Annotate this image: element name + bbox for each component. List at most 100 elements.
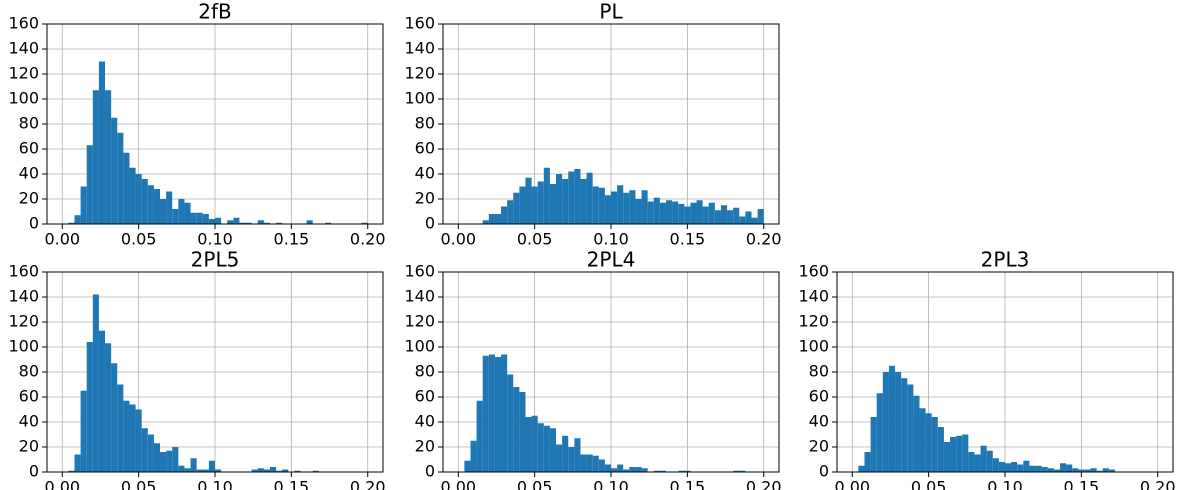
bar [592, 455, 599, 472]
y-tick-label: 140 [8, 39, 39, 58]
bar [190, 212, 197, 224]
bar [895, 372, 902, 472]
bar [672, 201, 679, 224]
y-tick-label: 80 [809, 362, 829, 381]
bar [494, 214, 502, 224]
bar [907, 384, 914, 472]
bar [678, 470, 685, 472]
bar [574, 169, 581, 224]
x-tick-label: 0.15 [1064, 478, 1100, 490]
y-tick-label: 160 [404, 14, 435, 33]
bar [147, 185, 154, 224]
bar [1023, 460, 1030, 472]
bar [580, 179, 587, 224]
bar [513, 387, 520, 472]
chart-title: PL [599, 0, 623, 24]
bar [215, 469, 222, 472]
y-tick-label: 60 [415, 139, 435, 158]
bar [864, 452, 871, 472]
x-tick-label: 0.00 [44, 478, 80, 490]
bar [263, 469, 270, 472]
y-tick-label: 60 [19, 387, 39, 406]
bar [1078, 469, 1085, 472]
bar [617, 185, 624, 224]
histogram-panel: 2fB 0 20 40 60 80 100 120 140 160 0.00 0.05 0.10 0.15… [8, 0, 385, 249]
y-tick-label: 80 [19, 114, 39, 133]
bar [513, 192, 520, 224]
y-tick-label: 80 [415, 114, 435, 133]
bar [92, 294, 99, 472]
bar [92, 90, 99, 224]
y-tick-label: 0 [819, 462, 829, 481]
y-tick-label: 120 [404, 312, 435, 331]
histogram-panel: 2PL4 0 20 40 60 80 100 120 140 160 0.00 0.05 0.10 0.1… [404, 248, 781, 490]
bar [494, 357, 502, 472]
bar [537, 423, 544, 472]
bar [925, 413, 932, 472]
bar [208, 460, 215, 472]
bar [653, 197, 660, 224]
x-tick-label: 0.05 [517, 478, 553, 490]
bar [604, 195, 611, 224]
y-tick-label: 40 [19, 412, 39, 431]
bar [306, 220, 313, 224]
x-tick-label: 0.15 [670, 230, 706, 249]
bar [86, 342, 93, 472]
y-tick-label: 20 [415, 189, 435, 208]
bar [141, 179, 148, 224]
bar [282, 469, 289, 472]
y-tick-label: 20 [19, 189, 39, 208]
bar [129, 167, 136, 224]
y-tick-label: 40 [415, 412, 435, 431]
bar [1084, 469, 1091, 472]
bar [604, 464, 611, 472]
bar [160, 452, 167, 472]
bar [464, 460, 471, 472]
bar [1029, 465, 1036, 472]
bar [665, 200, 673, 224]
bar [1108, 469, 1115, 472]
bar [68, 222, 75, 224]
bar [482, 220, 489, 224]
y-tick-label: 100 [8, 89, 39, 108]
y-tick-label: 120 [404, 64, 435, 83]
bar [678, 204, 685, 224]
bar [980, 445, 987, 472]
chart-title: 2fB [198, 0, 232, 24]
bar [543, 425, 550, 472]
y-tick-label: 0 [29, 214, 39, 233]
bar [549, 184, 557, 224]
chart-title: 2PL3 [981, 248, 1030, 272]
bar [1053, 469, 1060, 472]
bar [568, 171, 575, 224]
x-tick-label: 0.00 [44, 230, 80, 249]
x-tick-label: 0.20 [746, 478, 782, 490]
bar [943, 442, 951, 472]
y-tick-label: 140 [798, 287, 829, 306]
bar [172, 447, 179, 472]
y-tick-label: 0 [425, 462, 435, 481]
y-tick-label: 140 [404, 287, 435, 306]
bar [276, 470, 283, 472]
bar [702, 206, 709, 224]
bar [586, 172, 593, 224]
bar [257, 468, 264, 472]
y-tick-label: 60 [415, 387, 435, 406]
bar [251, 469, 258, 472]
bar [1047, 468, 1054, 472]
y-tick-label: 160 [8, 262, 39, 281]
bar [519, 392, 526, 472]
bar [537, 181, 544, 224]
x-tick-label: 0.05 [911, 478, 947, 490]
y-tick-label: 60 [809, 387, 829, 406]
x-tick-label: 0.20 [746, 230, 782, 249]
bar [361, 222, 368, 224]
bar [690, 202, 697, 224]
bar [598, 187, 605, 224]
y-tick-label: 120 [8, 64, 39, 83]
bar [129, 404, 136, 472]
bar [105, 90, 112, 224]
bar [111, 117, 118, 224]
x-tick-label: 0.15 [274, 478, 310, 490]
bar [580, 454, 587, 472]
